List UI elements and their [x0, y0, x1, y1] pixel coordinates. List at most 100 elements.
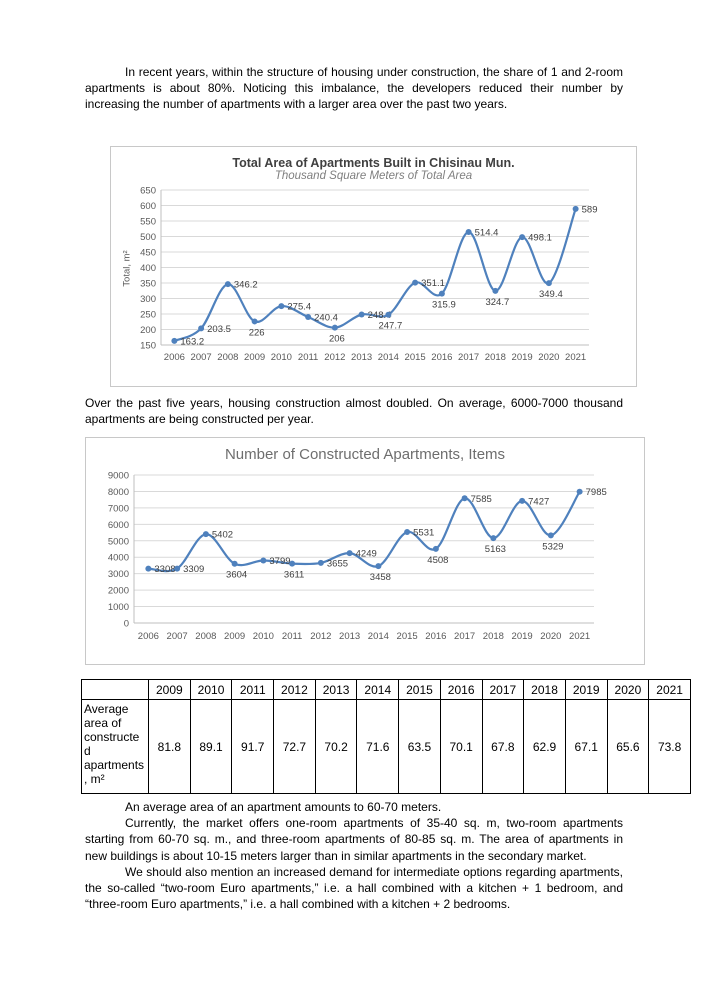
table-corner-cell: [81, 679, 149, 700]
table-year-header: 2010: [189, 679, 233, 700]
table-value-cell: 70.1: [439, 699, 483, 794]
table-value-cell: 89.1: [189, 699, 233, 794]
svg-text:2017: 2017: [458, 352, 479, 363]
svg-text:5000: 5000: [108, 536, 129, 547]
svg-text:9000: 9000: [108, 471, 129, 482]
svg-text:2010: 2010: [271, 352, 292, 363]
svg-text:2011: 2011: [298, 352, 318, 363]
closing-paragraphs: An average area of an apartment amounts …: [85, 799, 623, 912]
svg-text:2009: 2009: [224, 631, 245, 642]
table-value-cell: 63.5: [398, 699, 441, 794]
svg-text:2014: 2014: [378, 352, 399, 363]
chart-apartments-count: Number of Constructed Apartments, Items …: [85, 437, 645, 665]
table-row-label: Average area of constructed apartments, …: [81, 699, 149, 794]
svg-text:2017: 2017: [454, 631, 475, 642]
svg-text:163.2: 163.2: [180, 336, 204, 347]
svg-text:2008: 2008: [195, 631, 216, 642]
svg-text:600: 600: [140, 201, 156, 212]
svg-text:2015: 2015: [405, 352, 426, 363]
svg-text:2018: 2018: [485, 352, 506, 363]
svg-text:2006: 2006: [164, 352, 185, 363]
svg-text:346.2: 346.2: [234, 280, 258, 291]
table-value-cell: 62.9: [523, 699, 566, 794]
table-year-header: 2012: [273, 679, 316, 700]
svg-text:240.4: 240.4: [314, 312, 338, 323]
intro-paragraph: In recent years, within the structure of…: [85, 65, 623, 112]
svg-text:3308: 3308: [154, 564, 175, 575]
svg-text:5329: 5329: [542, 541, 563, 552]
svg-text:2021: 2021: [565, 352, 586, 363]
table-year-header: 2019: [564, 679, 608, 700]
table-year-header: 2013: [314, 679, 358, 700]
table-value-cell: 65.6: [606, 699, 650, 794]
avg-area-paragraph: An average area of an apartment amounts …: [125, 800, 442, 814]
svg-text:206: 206: [329, 334, 345, 345]
svg-text:4000: 4000: [108, 553, 129, 564]
table-year-header: 2020: [606, 679, 650, 700]
svg-text:2021: 2021: [569, 631, 590, 642]
svg-text:550: 550: [140, 217, 156, 228]
svg-text:2014: 2014: [368, 631, 389, 642]
svg-text:350: 350: [140, 279, 156, 290]
svg-text:250: 250: [140, 310, 156, 321]
chart-total-area: Total Area of Apartments Built in Chisin…: [110, 146, 637, 387]
table-year-header: 2009: [148, 679, 191, 700]
svg-text:2013: 2013: [351, 352, 372, 363]
svg-text:2010: 2010: [253, 631, 274, 642]
market-paragraph: Currently, the market offers one-room ap…: [85, 816, 623, 863]
svg-text:349.4: 349.4: [539, 289, 563, 300]
svg-text:3000: 3000: [108, 569, 129, 580]
svg-text:2016: 2016: [431, 352, 452, 363]
svg-text:248.4: 248.4: [368, 310, 392, 321]
svg-text:2012: 2012: [310, 631, 331, 642]
svg-text:247.7: 247.7: [378, 321, 402, 332]
svg-text:2007: 2007: [167, 631, 188, 642]
svg-text:203.5: 203.5: [207, 324, 231, 335]
table-header-row: 2009 2010 2011 2012 2013 2014 2015 2016 2017 2018…: [81, 679, 691, 700]
svg-text:7585: 7585: [471, 494, 492, 505]
svg-text:324.7: 324.7: [485, 297, 509, 308]
table-value-cell: 73.8: [648, 699, 691, 794]
svg-text:275.4: 275.4: [287, 302, 311, 313]
svg-text:2016: 2016: [425, 631, 446, 642]
svg-text:2006: 2006: [138, 631, 159, 642]
table-year-header: 2015: [398, 679, 441, 700]
svg-text:2019: 2019: [512, 631, 533, 642]
svg-text:2007: 2007: [191, 352, 212, 363]
svg-text:2018: 2018: [483, 631, 504, 642]
svg-text:5402: 5402: [212, 530, 233, 541]
chart-subtitle: Thousand Square Meters of Total Area: [274, 170, 473, 182]
svg-text:5163: 5163: [485, 544, 506, 555]
avg-area-table-wrap: 2009 2010 2011 2012 2013 2014 2015 2016 2017 2018…: [81, 679, 691, 794]
table-data-row: Average area of constructed apartments, …: [81, 699, 691, 794]
svg-text:150: 150: [140, 341, 156, 352]
table-value-cell: 67.1: [564, 699, 608, 794]
svg-text:300: 300: [140, 294, 156, 305]
svg-text:450: 450: [140, 248, 156, 259]
svg-text:351.1: 351.1: [421, 278, 445, 289]
svg-text:5531: 5531: [413, 528, 434, 539]
svg-text:7427: 7427: [528, 496, 549, 507]
svg-text:4249: 4249: [356, 549, 377, 560]
svg-text:514.4: 514.4: [475, 228, 499, 239]
svg-text:650: 650: [140, 186, 156, 197]
svg-text:3611: 3611: [284, 570, 304, 581]
svg-text:0: 0: [124, 619, 129, 630]
table-value-cell: 71.6: [356, 699, 400, 794]
svg-text:2019: 2019: [512, 352, 533, 363]
svg-text:2008: 2008: [217, 352, 238, 363]
svg-text:2020: 2020: [538, 352, 559, 363]
svg-text:1000: 1000: [108, 602, 129, 613]
avg-area-table: 2009 2010 2011 2012 2013 2014 2015 2016 2017 2018…: [81, 679, 691, 794]
svg-text:315.9: 315.9: [432, 300, 456, 311]
svg-text:8000: 8000: [108, 487, 129, 498]
chart-title: Number of Constructed Apartments, Items: [224, 446, 506, 463]
euro-paragraph: We should also mention an increased dema…: [85, 864, 623, 912]
svg-text:2013: 2013: [339, 631, 360, 642]
table-year-header: 2011: [231, 679, 275, 700]
table-value-cell: 91.7: [231, 699, 275, 794]
svg-text:226: 226: [249, 327, 265, 338]
svg-text:2012: 2012: [324, 352, 345, 363]
svg-text:3458: 3458: [370, 572, 391, 583]
